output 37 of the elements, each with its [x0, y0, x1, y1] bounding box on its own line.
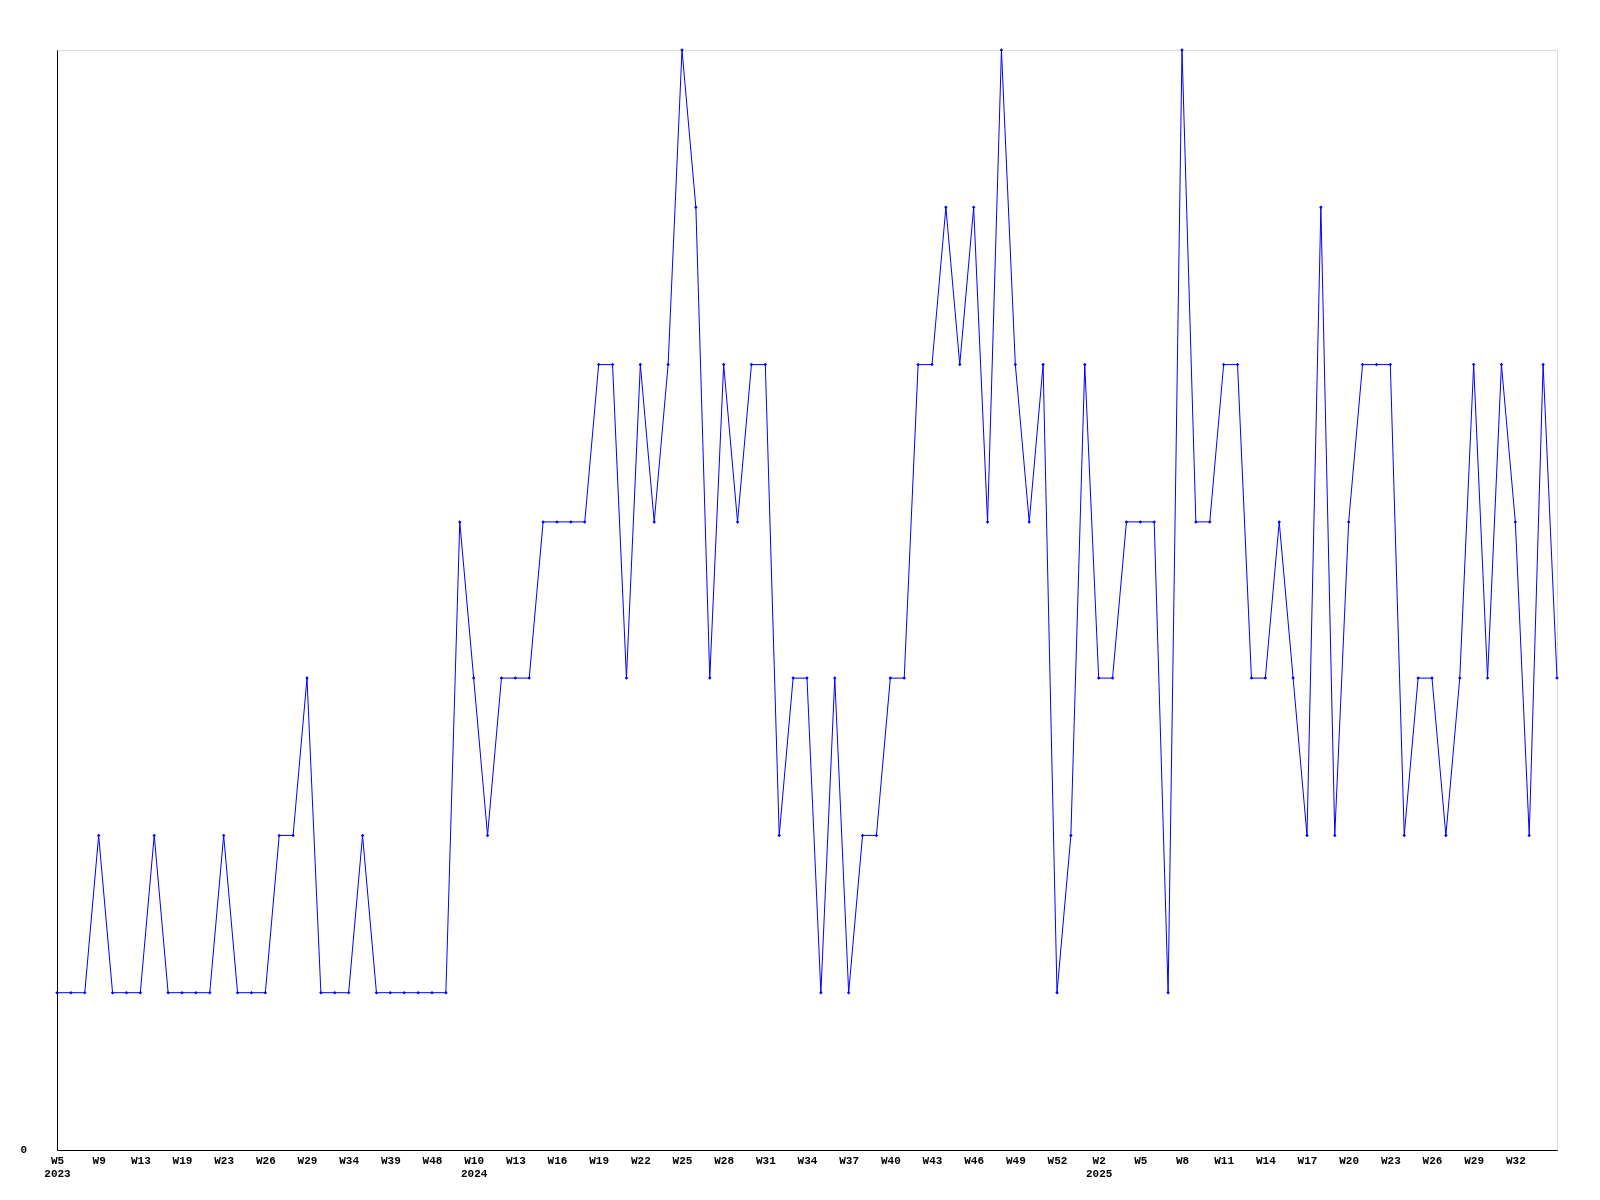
x-tick-label: W23 — [1380, 1154, 1402, 1167]
x-tick-label: W46 — [964, 1154, 985, 1167]
x-tick-label: W11 — [1214, 1154, 1235, 1167]
x-tick-label: W26 — [1422, 1154, 1443, 1167]
x-tick-label: W29 — [1464, 1154, 1485, 1167]
x-tick-label: W19 — [589, 1154, 610, 1167]
x-tick-label: W37 — [839, 1154, 860, 1167]
text: 0 — [20, 1144, 27, 1156]
x-tick-label: W19 — [172, 1154, 193, 1167]
x-tick-label: W17 — [1297, 1154, 1318, 1167]
x-tick-label: W2 2025 — [1085, 1154, 1113, 1180]
x-tick-label: W5 — [1134, 1154, 1148, 1167]
x-tick-label: W5 2023 — [44, 1154, 72, 1180]
x-tick-label: W49 — [1005, 1154, 1026, 1167]
x-tick-label: W29 — [297, 1154, 318, 1167]
x-tick-label: W48 — [422, 1154, 443, 1167]
x-tick-label: W10 2024 — [460, 1154, 488, 1180]
x-tick-label: W28 — [714, 1154, 735, 1167]
x-tick-label: W13 — [130, 1154, 152, 1167]
x-tick-label: W43 — [922, 1154, 943, 1167]
x-tick-label: W20 — [1339, 1154, 1360, 1167]
x-tick-label: W25 — [672, 1154, 693, 1167]
x-tick-label: W34 — [797, 1154, 818, 1167]
x-tick-label: W26 — [255, 1154, 276, 1167]
x-tick-label: W14 — [1255, 1154, 1277, 1167]
x-tick-label: W13 — [505, 1154, 527, 1167]
x-tick-label: W16 — [547, 1154, 568, 1167]
x-tick-label: W22 — [630, 1154, 651, 1167]
x-tick-label: W31 — [755, 1154, 777, 1167]
x-tick-label: W32 — [1505, 1154, 1526, 1167]
x-tick-label: W39 — [380, 1154, 401, 1167]
x-tick-label: W34 — [339, 1154, 360, 1167]
x-tick-label: W8 — [1175, 1154, 1190, 1167]
x-tick-label: W23 — [214, 1154, 235, 1167]
x-tick-label: W9 — [92, 1154, 106, 1167]
x-tick-label: W52 — [1047, 1154, 1068, 1167]
x-tick-label: W40 — [880, 1154, 901, 1167]
